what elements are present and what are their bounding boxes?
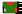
Legend: $\omega_{(4,4,2)}$, $\omega_{(2,2,0)}\times(2,2,0)$: $\omega_{(4,4,2)}$, $\omega_{(2,2,0)}\ti… <box>14 13 22 14</box>
